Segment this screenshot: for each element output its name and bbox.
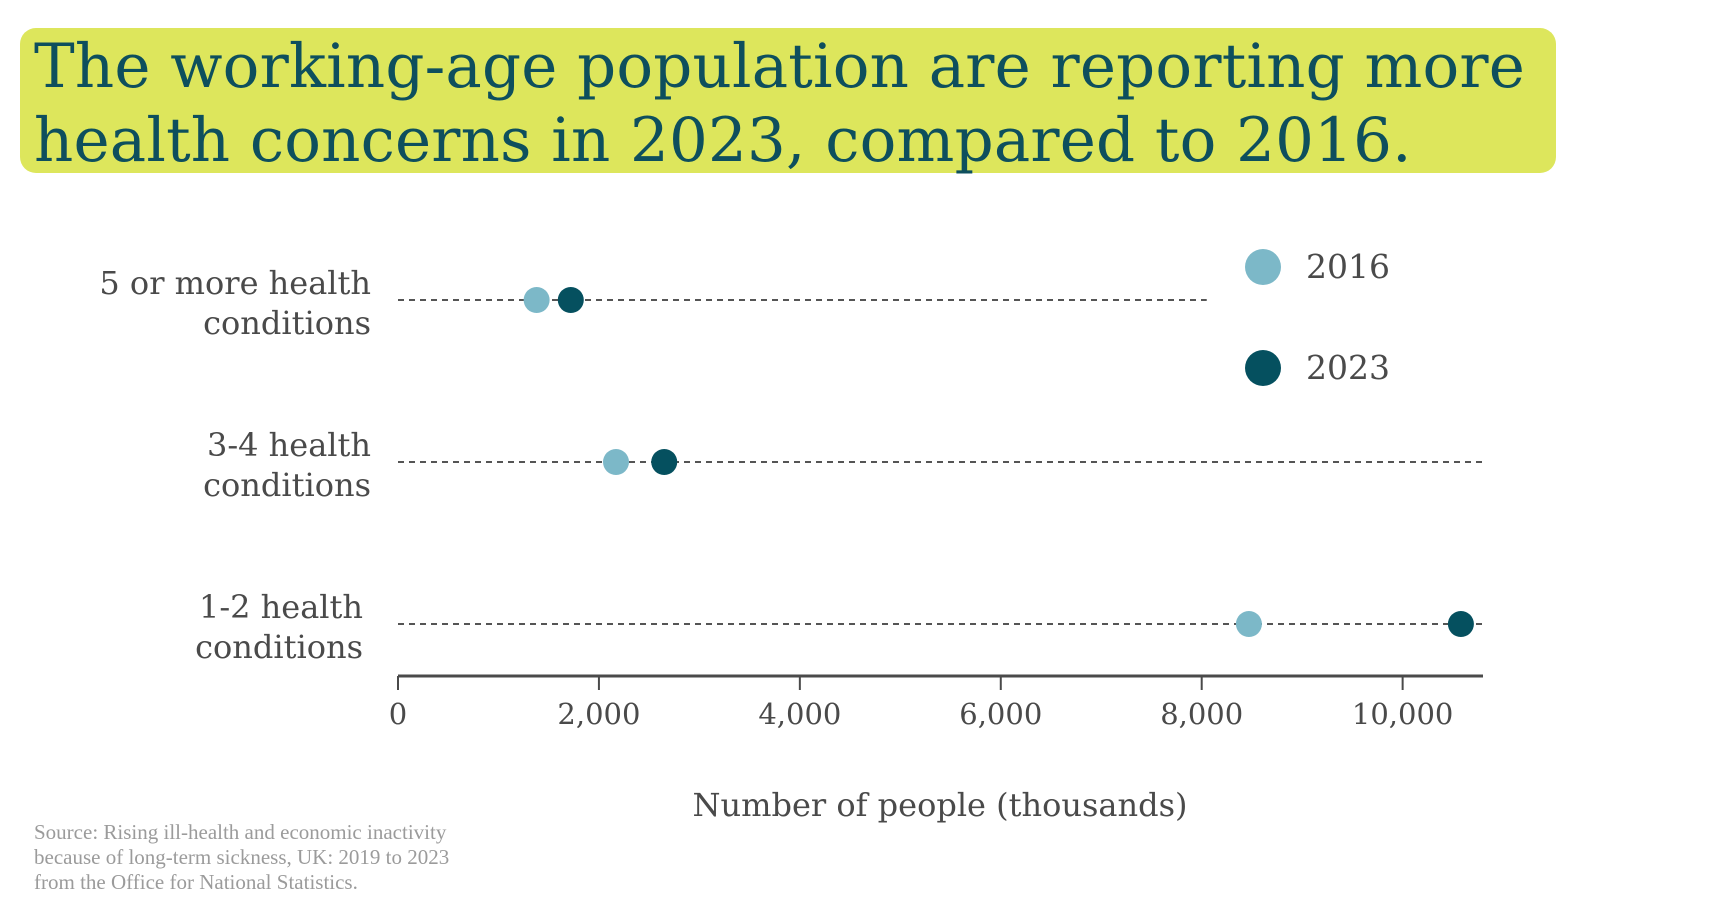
x-tick-label-3: 6,000 <box>959 697 1042 731</box>
category-label-1-line-1: conditions <box>203 466 371 504</box>
category-label-2-line-1: conditions <box>195 628 363 666</box>
x-tick-label-4: 8,000 <box>1160 697 1243 731</box>
category-label-1-line-0: 3-4 health <box>207 426 371 464</box>
category-label-1: 3-4 health conditions <box>203 426 371 504</box>
source-line-3: from the Office for National Statistics. <box>34 870 358 894</box>
x-tick-label-0: 0 <box>389 697 407 731</box>
x-axis-title: Number of people (thousands) <box>693 786 1188 824</box>
category-label-2-line-0: 1-2 health <box>199 588 363 626</box>
source-line-1: Source: Rising ill-health and economic i… <box>34 820 447 844</box>
legend-marker-2016 <box>1245 249 1281 285</box>
dot-2016-2 <box>1235 611 1262 637</box>
category-label-0-line-1: conditions <box>203 304 371 342</box>
dot-2023-0 <box>557 287 584 313</box>
legend-label-2023: 2023 <box>1306 348 1390 387</box>
category-label-2: 1-2 health conditions <box>195 588 363 666</box>
dot-2016-1 <box>603 449 630 475</box>
title-banner <box>20 28 1556 173</box>
category-label-0-line-0: 5 or more health <box>99 264 371 302</box>
category-label-0: 5 or more health conditions <box>99 264 371 342</box>
chart-title: The working-age population are reporting… <box>34 30 1554 178</box>
x-tick-label-1: 2,000 <box>557 697 640 731</box>
legend-marker-2023 <box>1245 350 1281 386</box>
source-line-2: because of long-term sickness, UK: 2019 … <box>34 845 450 869</box>
chart-title-line-1: The working-age population are reporting… <box>34 31 1526 102</box>
source-note: Source: Rising ill-health and economic i… <box>34 820 449 895</box>
legend-label-2016: 2016 <box>1306 247 1390 286</box>
x-tick-label-2: 4,000 <box>758 697 841 731</box>
chart-title-line-2: health concerns in 2023, compared to 201… <box>34 105 1412 176</box>
dot-2023-1 <box>651 449 678 475</box>
dot-2016-0 <box>523 287 550 313</box>
dot-2023-2 <box>1447 611 1474 637</box>
x-tick-label-5: 10,000 <box>1352 697 1453 731</box>
